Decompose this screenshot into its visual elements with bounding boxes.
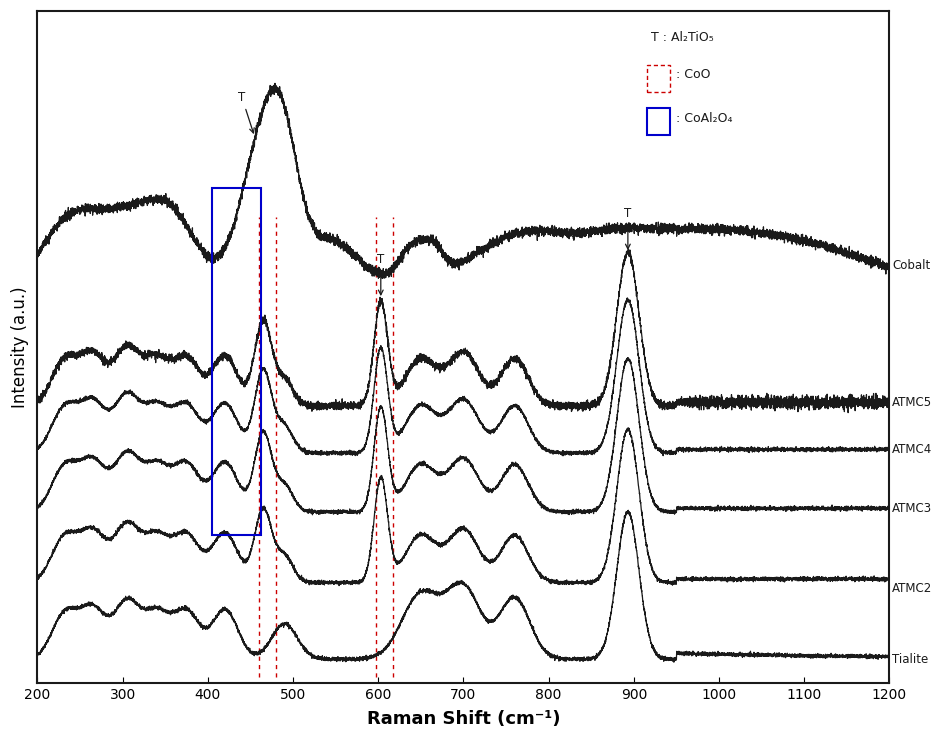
Text: T: T xyxy=(624,207,632,249)
Text: : CoO: : CoO xyxy=(676,69,711,81)
Bar xyxy=(212,188,260,536)
Text: ATMC4: ATMC4 xyxy=(892,443,933,456)
Text: T : Al₂TiO₅: T : Al₂TiO₅ xyxy=(651,31,714,44)
Text: Cobalt: Cobalt xyxy=(892,259,930,272)
Text: T: T xyxy=(239,91,255,133)
Text: : CoAl₂O₄: : CoAl₂O₄ xyxy=(676,112,733,125)
Text: ATMC2: ATMC2 xyxy=(892,582,933,595)
Text: T: T xyxy=(377,253,385,295)
Text: Tialite: Tialite xyxy=(892,653,928,666)
Text: ATMC3: ATMC3 xyxy=(892,502,932,515)
Y-axis label: Intensity (a.u.): Intensity (a.u.) xyxy=(11,286,29,408)
Text: ATMC5: ATMC5 xyxy=(892,396,932,409)
X-axis label: Raman Shift (cm⁻¹): Raman Shift (cm⁻¹) xyxy=(367,710,560,728)
